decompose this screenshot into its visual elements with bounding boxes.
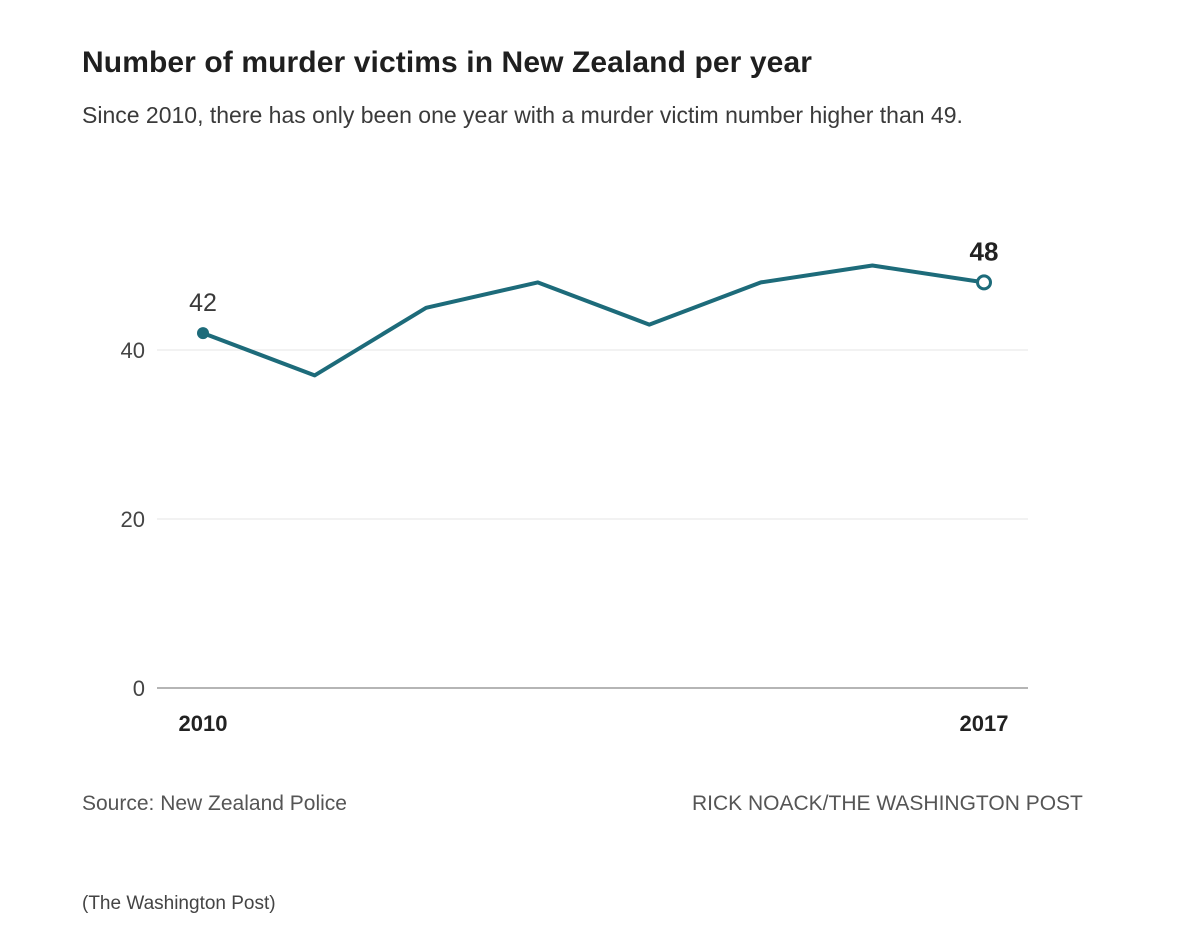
y-tick-label: 20 (121, 507, 145, 532)
start-value-label: 42 (189, 289, 217, 317)
y-tick-label: 40 (121, 338, 145, 363)
x-axis-ticks: 2010 2017 (179, 711, 1009, 736)
annotation-layer: 42 48 (189, 236, 998, 317)
footnote: (The Washington Post) (82, 893, 276, 914)
chart-subtitle: Since 2010, there has only been one year… (82, 102, 963, 128)
start-point-marker (197, 327, 209, 340)
end-point-marker (976, 274, 992, 291)
series-layer (197, 263, 992, 378)
chart-title: Number of murder victims in New Zealand … (82, 46, 813, 79)
source-note: Source: New Zealand Police (82, 792, 347, 815)
series-line (201, 263, 986, 378)
y-tick-label: 0 (133, 676, 145, 701)
credit-note: RICK NOACK/THE WASHINGTON POST (692, 792, 1083, 815)
x-tick-label: 2010 (179, 711, 228, 736)
x-tick-label: 2017 (960, 711, 1009, 736)
y-axis-ticks: 0 20 40 (121, 338, 145, 701)
end-value-label: 48 (970, 236, 999, 266)
grid-lines (157, 349, 1028, 689)
